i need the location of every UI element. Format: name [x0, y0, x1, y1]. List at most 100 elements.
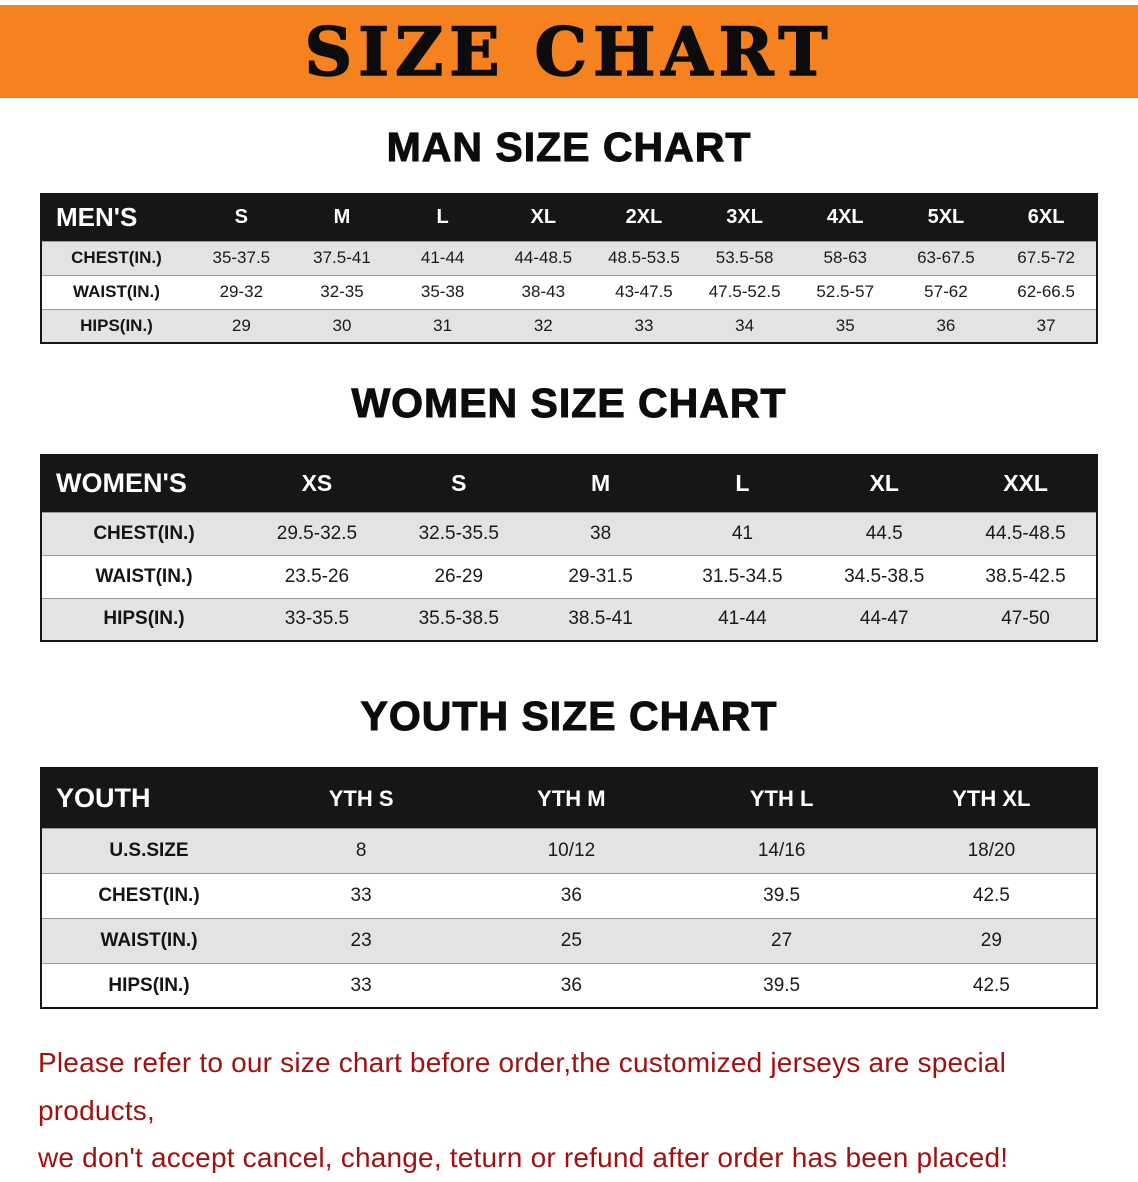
men-section-heading: MAN SIZE CHART	[386, 124, 752, 170]
measurement-row: U.S.SIZE 8 10/12 14/16 18/20	[41, 828, 1097, 874]
measurement-row: WAIST(IN.) 29-32 32-35 35-38 38-43 43-47.5 47.…	[41, 275, 1097, 310]
measurement-value: 41-44	[718, 608, 767, 630]
measurement-value: 35	[835, 315, 855, 335]
measurement-value: 36	[560, 974, 582, 996]
size-header-cell: 3XL	[694, 194, 795, 242]
table-title-cell: YOUTH	[41, 768, 256, 829]
measurement-value: 53.5-58	[715, 248, 774, 268]
measurement-label: U.S.SIZE	[109, 839, 189, 861]
men-size-table: MEN'S S M L XL 2XL 3XL 4XL 5XL 6XL CHEST(IN.) 35-37…	[40, 193, 1098, 345]
measurement-row: WAIST(IN.) 23 25 27 29	[41, 918, 1097, 964]
measurement-value: 38-43	[521, 282, 566, 302]
measurement-value: 35-38	[420, 282, 465, 302]
men-size-chart-section: MAN SIZE CHART MEN'S S M L XL 2XL 3XL 4XL 5XL 6XL…	[0, 124, 1138, 345]
table-title-cell: MEN'S	[41, 194, 191, 242]
measurement-value: 29-32	[219, 282, 264, 302]
measurement-row: HIPS(IN.) 33 36 39.5 42.5	[41, 963, 1097, 1009]
measurement-label: CHEST(IN.)	[93, 522, 195, 544]
measurement-value: 10/12	[547, 839, 596, 861]
size-header-cell: XXL	[955, 455, 1097, 513]
size-header-cell: YTH M	[466, 768, 677, 829]
size-header-cell: S	[387, 455, 530, 513]
measurement-value: 8	[355, 839, 367, 861]
measurement-value: 36	[936, 315, 956, 335]
disclaimer-note: Please refer to our size chart before or…	[38, 1039, 1118, 1182]
measurement-label: HIPS(IN.)	[103, 608, 185, 630]
measurement-value: 30	[332, 315, 352, 335]
measurement-value: 18/20	[967, 839, 1016, 861]
table-title-cell: WOMEN'S	[41, 455, 246, 513]
size-header-cell: 2XL	[593, 194, 695, 242]
measurement-label: WAIST(IN.)	[100, 929, 198, 951]
measurement-value: 31	[433, 315, 453, 335]
measurement-label: CHEST(IN.)	[71, 248, 162, 268]
measurement-value: 37.5-41	[313, 248, 371, 268]
measurement-value: 29	[231, 315, 251, 335]
size-header-cell: YTH L	[676, 768, 887, 829]
measurement-value: 57-62	[924, 282, 968, 302]
women-size-chart-section: WOMEN SIZE CHART WOMEN'S XS S M L XL XXL CHEST(…	[0, 380, 1138, 643]
measurement-value: 35-37.5	[212, 248, 271, 268]
measurement-value: 44.5	[865, 522, 903, 544]
size-header-cell: L	[671, 455, 814, 513]
size-header-cell: M	[529, 455, 672, 513]
measurement-value: 38.5-41	[568, 608, 633, 630]
measurement-value: 23	[350, 929, 372, 951]
women-size-table: WOMEN'S XS S M L XL XXL CHEST(IN.) 29.5-32.5 32.5…	[40, 454, 1098, 643]
measurement-value: 41-44	[420, 248, 465, 268]
measurement-value: 44-47	[859, 608, 909, 630]
size-header-cell: L	[392, 194, 493, 242]
measurement-value: 48.5-53.5	[608, 248, 680, 268]
measurement-value: 33	[350, 884, 372, 906]
size-header-cell: XL	[813, 455, 956, 513]
disclaimer-line-1: Please refer to our size chart before or…	[38, 1047, 1007, 1126]
measurement-value: 47-50	[1001, 608, 1050, 630]
measurement-label: WAIST(IN.)	[73, 282, 160, 302]
measurement-value: 58-63	[823, 248, 867, 268]
measurement-row: HIPS(IN.) 33-35.5 35.5-38.5 38.5-41 41-44 44-…	[41, 598, 1097, 642]
measurement-value: 32.5-35.5	[418, 522, 499, 544]
size-header-cell: 5XL	[895, 194, 997, 242]
youth-size-table: YOUTH YTH S YTH M YTH L YTH XL U.S.SIZE 8 10/12…	[40, 767, 1098, 1010]
measurement-value: 14/16	[757, 839, 806, 861]
measurement-value: 29-31.5	[568, 565, 633, 587]
measurement-value: 43-47.5	[615, 282, 673, 302]
measurement-row: CHEST(IN.) 29.5-32.5 32.5-35.5 38 41 44.5 44.5…	[41, 512, 1097, 556]
size-chart-page: SIZE CHART MAN SIZE CHART MEN'S S M L XL 2XL 3…	[0, 5, 1138, 1173]
measurement-value: 33	[634, 315, 654, 335]
measurement-value: 33	[350, 974, 372, 996]
measurement-row: CHEST(IN.) 33 36 39.5 42.5	[41, 873, 1097, 919]
measurement-value: 67.5-72	[1017, 248, 1075, 268]
measurement-value: 39.5	[763, 884, 801, 906]
size-header-cell: 6XL	[996, 194, 1097, 242]
size-header-cell: S	[191, 194, 292, 242]
youth-size-chart-section: YOUTH SIZE CHART YOUTH YTH S YTH M YTH L YTH…	[0, 693, 1138, 1010]
title-banner: SIZE CHART	[0, 5, 1138, 98]
size-header-cell: M	[291, 194, 393, 242]
measurement-value: 62-66.5	[1017, 282, 1075, 302]
size-header-cell: XS	[246, 455, 388, 513]
measurement-row: WAIST(IN.) 23.5-26 26-29 29-31.5 31.5-34.5 34…	[41, 555, 1097, 599]
measurement-row: HIPS(IN.) 29 30 31 32 33 34 35 36 37	[41, 309, 1097, 344]
measurement-value: 23.5-26	[284, 565, 350, 587]
measurement-value: 39.5	[763, 974, 801, 996]
measurement-value: 38.5-42.5	[985, 565, 1066, 587]
measurement-value: 29.5-32.5	[276, 522, 358, 544]
measurement-value: 31.5-34.5	[702, 565, 783, 587]
measurement-row: CHEST(IN.) 35-37.5 37.5-41 41-44 44-48.5 48.5…	[41, 241, 1097, 276]
measurement-value: 37	[1036, 315, 1056, 335]
measurement-label: WAIST(IN.)	[95, 565, 193, 587]
measurement-value: 29	[980, 929, 1002, 951]
measurement-value: 32-35	[320, 282, 364, 302]
measurement-value: 34.5-38.5	[844, 565, 925, 587]
size-header-cell: YTH S	[256, 768, 467, 829]
measurement-value: 63-67.5	[917, 248, 975, 268]
page-title: SIZE CHART	[304, 12, 834, 91]
measurement-value: 41	[731, 522, 753, 544]
youth-section-heading: YOUTH SIZE CHART	[360, 693, 778, 740]
measurement-value: 52.5-57	[816, 282, 875, 302]
measurement-label: HIPS(IN.)	[108, 974, 190, 996]
measurement-label: CHEST(IN.)	[98, 884, 200, 906]
measurement-value: 35.5-38.5	[418, 608, 499, 630]
women-section-heading: WOMEN SIZE CHART	[351, 380, 787, 427]
